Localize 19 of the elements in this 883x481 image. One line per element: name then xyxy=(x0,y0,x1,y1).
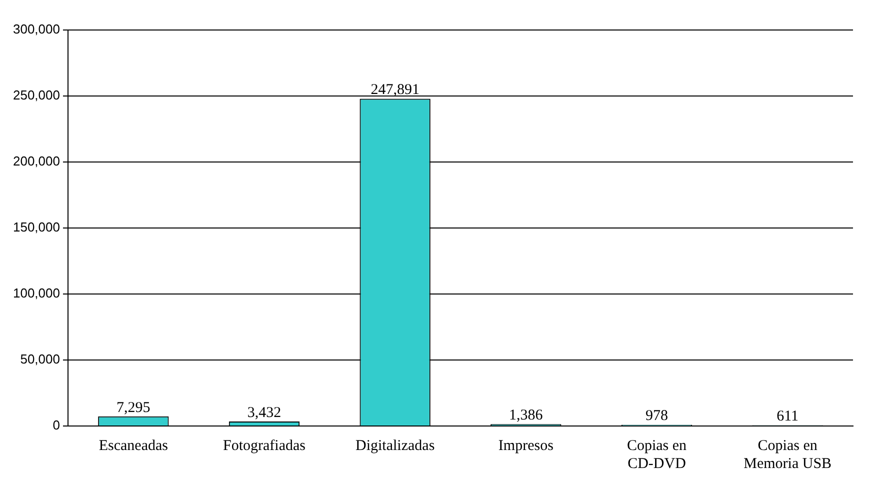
y-tick-label: 200,000 xyxy=(12,154,60,169)
data-label: 7,295 xyxy=(116,400,150,416)
data-label: 1,386 xyxy=(509,408,544,424)
data-label: 978 xyxy=(646,408,668,424)
x-tick-label: Copias en Memoria USB xyxy=(744,438,832,472)
data-label: 3,432 xyxy=(247,404,282,421)
y-tick-label: 50,000 xyxy=(20,352,60,367)
x-tick-label: Fotografiadas xyxy=(223,438,306,454)
x-tick-label: Escaneadas xyxy=(98,438,168,454)
y-tick-label: 250,000 xyxy=(12,88,60,103)
data-label: 611 xyxy=(776,408,799,425)
y-tick-label: 300,000 xyxy=(12,22,60,37)
x-tick-label: Digitalizadas xyxy=(356,438,435,454)
x-tick-label: Copias en CD-DVD xyxy=(626,438,688,472)
y-tick-label: 0 xyxy=(52,418,60,433)
x-tick-label: Impresos xyxy=(498,438,554,454)
y-tick-label: 150,000 xyxy=(12,220,60,235)
y-tick-label: 100,000 xyxy=(12,286,60,301)
data-label: 247,891 xyxy=(370,82,420,98)
